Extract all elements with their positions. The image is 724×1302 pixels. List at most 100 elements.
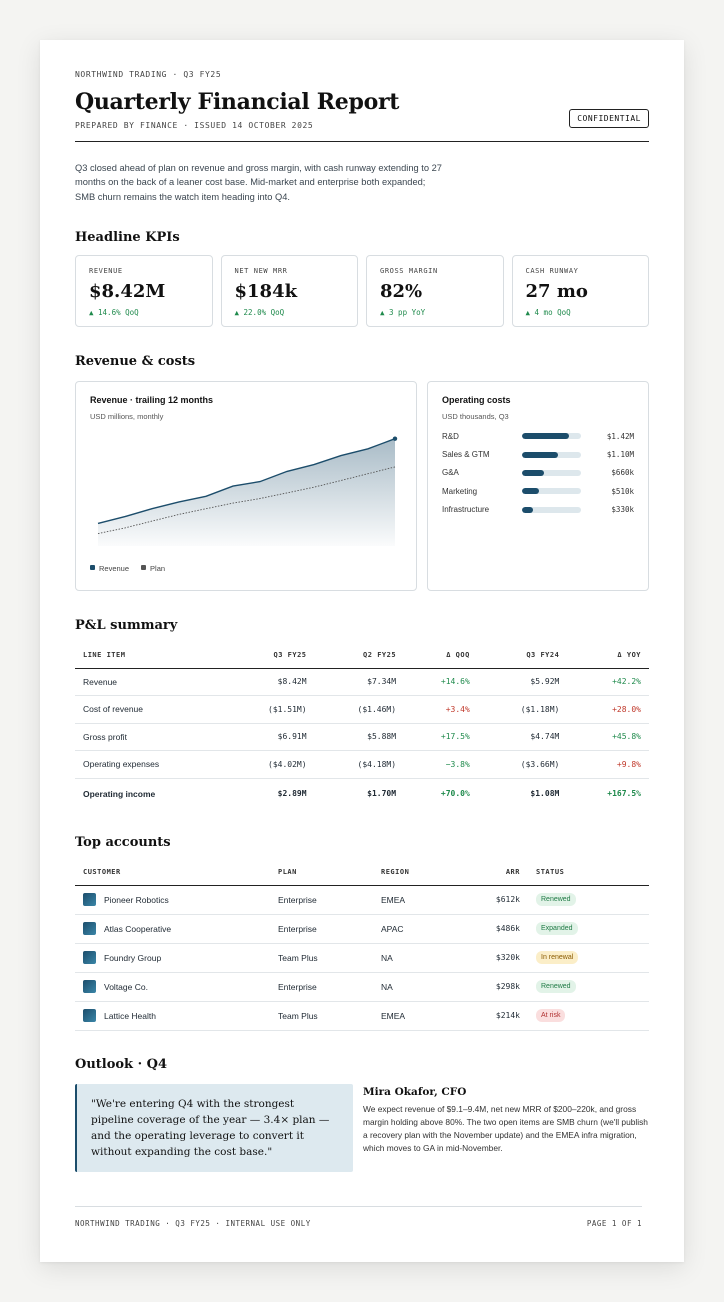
legend-item-plan: Plan: [141, 564, 165, 573]
pl-cell-dyoy: +42.2%: [567, 668, 649, 697]
accounts-col-header: STATUS: [528, 859, 649, 886]
pl-cell-q3: ($4.02M): [225, 750, 315, 779]
pl-cell-dqoq: +17.5%: [404, 723, 478, 752]
accounts-header-row: CUSTOMER PLAN REGION ARR STATUS: [75, 859, 649, 886]
table-row: Operating income $2.89M $1.70M +70.0% $1.08M…: [75, 778, 649, 809]
customer-cell: Lattice Health: [75, 1001, 270, 1031]
revenue-last-point: [392, 436, 398, 442]
table-row: Cost of revenue ($1.51M) ($1.46M) +3.4% ($1.…: [75, 695, 649, 724]
kpi-value: 27 mo: [525, 281, 588, 303]
cost-value-label: $330k: [611, 505, 634, 515]
pl-cell-q3py: $4.74M: [477, 723, 568, 752]
table-row: Foundry Group Team Plus NA $320k In renewal: [75, 943, 649, 973]
outlook-row: "We're entering Q4 with the strongest pi…: [75, 1083, 649, 1172]
legend-swatch: [141, 565, 147, 571]
table-row: Operating expenses ($4.02M) ($4.18M) −3.8%(…: [75, 750, 649, 779]
status-cell: Renewed: [528, 885, 649, 915]
revenue-costs-heading: Revenue & costs: [75, 354, 196, 370]
customer-name: Lattice Health: [104, 1010, 156, 1021]
pl-cell-dqoq: +70.0%: [440, 789, 470, 799]
costs-chart-subtitle: USD thousands, Q3: [442, 412, 509, 422]
plan-cell: Enterprise: [270, 914, 373, 944]
pl-cell-q3py: $1.08M: [530, 789, 560, 799]
arr-cell: $214k: [476, 1001, 528, 1031]
outlook-heading: Outlook · Q4: [75, 1056, 168, 1072]
revenue-area-chart: [97, 436, 398, 547]
status-badge: Renewed: [536, 893, 576, 907]
report-kicker: NORTHWIND TRADING · Q3 FY25: [75, 70, 222, 79]
cfo-commentary: Mira Okafor, CFO We expect revenue of $9…: [363, 1084, 649, 1172]
customer-cell: Pioneer Robotics: [75, 885, 270, 915]
status-cell: At risk: [528, 1001, 649, 1031]
region-cell: NA: [373, 943, 476, 973]
customer-name: Foundry Group: [104, 952, 162, 963]
kpi-heading: Headline KPIs: [75, 230, 180, 246]
cost-value-label: $510k: [611, 486, 634, 496]
kpi-card-cash-runway: CASH RUNWAY 27 mo ▲ 4 mo QoQ: [511, 255, 649, 328]
legend-item-revenue: Revenue: [90, 564, 129, 573]
customer-cell: Foundry Group: [75, 943, 270, 973]
cost-bar-row: G&A $660k: [442, 464, 634, 482]
legend-label: Plan: [150, 564, 166, 574]
kpi-row: REVENUE $8.42M ▲ 14.6% QoQ NET NEW MRR $…: [75, 255, 649, 328]
cost-bar-track: [522, 469, 581, 476]
table-row: Revenue $8.42M $7.34M +14.6% $5.92M +42.2%: [75, 668, 649, 697]
cost-category-label: Marketing: [442, 486, 478, 496]
cfo-quote: "We're entering Q4 with the strongest pi…: [75, 1083, 353, 1172]
customer-name: Atlas Cooperative: [104, 923, 172, 934]
table-row: Atlas Cooperative Enterprise APAC $486k Expa…: [75, 914, 649, 944]
report-page: NORTHWIND TRADING · Q3 FY25 Quarterly Fi…: [40, 40, 684, 1262]
customer-avatar: [83, 980, 96, 994]
pl-table: LINE ITEM Q3 FY25 Q2 FY25 Δ QOQ Q3 FY24 …: [75, 642, 649, 809]
plan-cell: Enterprise: [270, 885, 373, 915]
cost-bar-row: Marketing $510k: [442, 482, 634, 500]
prepared-line: PREPARED BY FINANCE · ISSUED 14 OCTOBER …: [75, 121, 314, 130]
pl-col-header: Δ QOQ: [404, 642, 478, 669]
cost-category-label: R&D: [442, 431, 459, 441]
plan-cell: Team Plus: [270, 943, 373, 973]
customer-cell: Voltage Co.: [75, 972, 270, 1002]
cost-value-label: $1.42M: [606, 431, 634, 441]
cost-bar-track: [522, 488, 581, 495]
kpi-label: REVENUE: [89, 267, 123, 276]
kpi-label: CASH RUNWAY: [525, 267, 579, 276]
customer-avatar: [83, 893, 96, 907]
status-cell: In renewal: [528, 943, 649, 973]
header-row: Quarterly Financial Report PREPARED BY F…: [75, 79, 649, 130]
accounts-table-body: Pioneer Robotics Enterprise EMEA $612k Renew…: [75, 885, 649, 1031]
region-cell: APAC: [373, 914, 476, 944]
pl-col-header: Δ YOY: [567, 642, 649, 669]
cost-bar: [522, 451, 559, 458]
page-title: Quarterly Financial Report: [75, 89, 400, 115]
pl-cell-q3: ($1.51M): [225, 695, 315, 724]
pl-heading: P&L summary: [75, 618, 178, 634]
cost-bar-row: R&D $1.42M: [442, 427, 634, 445]
arr-cell: $486k: [476, 914, 528, 944]
revenue-line: [97, 438, 396, 525]
pl-cell-q2: $7.34M: [314, 668, 405, 697]
status-badge: Renewed: [536, 980, 576, 994]
pl-cell-q3py: ($1.18M): [477, 695, 568, 724]
customer: Lattice Health: [83, 1009, 262, 1023]
pl-cell-q3: $6.91M: [225, 723, 315, 752]
pl-cell-dqoq: +3.4%: [404, 695, 478, 724]
cost-category-label: Infrastructure: [442, 505, 490, 515]
customer: Atlas Cooperative: [83, 922, 262, 936]
arr-cell: $298k: [476, 972, 528, 1002]
revenue-area: [98, 438, 395, 547]
accounts-heading: Top accounts: [75, 835, 171, 851]
cost-bar-track: [522, 451, 581, 458]
page-footer: NORTHWIND TRADING · Q3 FY25 · INTERNAL U…: [75, 1206, 642, 1228]
status-badge: In renewal: [536, 951, 579, 965]
cost-category-label: Sales & GTM: [442, 450, 490, 460]
table-row: Gross profit $6.91M $5.88M +17.5% $4.74M +45.…: [75, 723, 649, 752]
cost-bar-row: Infrastructure $330k: [442, 500, 634, 518]
region-cell: NA: [373, 972, 476, 1002]
plan-cell: Team Plus: [270, 1001, 373, 1031]
customer: Pioneer Robotics: [83, 893, 262, 907]
kpi-card-gross-margin: GROSS MARGIN 82% ▲ 3 pp YoY: [366, 255, 504, 328]
pl-cell-dyoy: +9.8%: [567, 750, 649, 779]
kpi-delta: ▲ 14.6% QoQ: [89, 308, 139, 318]
pl-cell-item: Revenue: [75, 668, 225, 697]
arr-cell: $320k: [476, 943, 528, 973]
